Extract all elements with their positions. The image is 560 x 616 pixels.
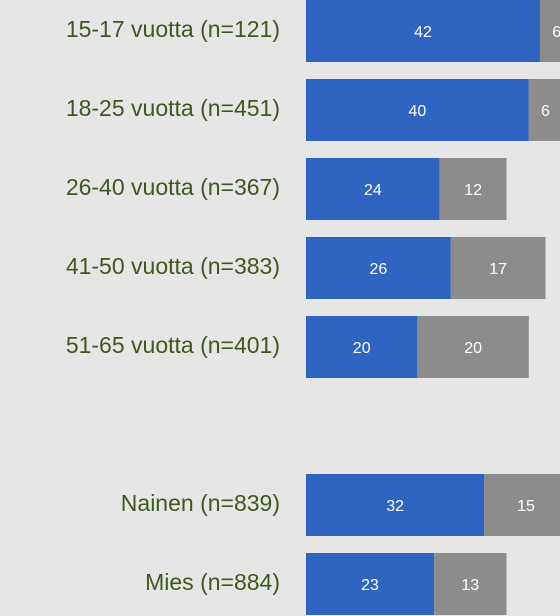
- category-label: 51-65 vuotta (n=401): [66, 332, 280, 358]
- value-label: 26: [370, 261, 388, 278]
- bar-segment: [434, 553, 507, 615]
- bar-segment: [439, 158, 507, 220]
- value-label: 15: [517, 498, 535, 515]
- bar-segment: [539, 0, 560, 62]
- category-label: 26-40 vuotta (n=367): [66, 174, 280, 200]
- category-label: 15-17 vuotta (n=121): [66, 16, 280, 42]
- value-label: 13: [461, 577, 479, 594]
- value-label: 32: [386, 498, 404, 515]
- category-label: Mies (n=884): [145, 569, 280, 595]
- value-label: 20: [464, 340, 482, 357]
- category-label: Nainen (n=839): [121, 490, 280, 516]
- bar-segment: [528, 79, 560, 141]
- value-label: 42: [414, 24, 432, 41]
- bar-segment: [306, 553, 435, 615]
- bar-segment: [306, 316, 418, 378]
- bar-segment: [306, 237, 451, 299]
- bar-segment: [306, 158, 440, 220]
- bar-segment: [484, 474, 560, 536]
- value-label: 17: [489, 261, 507, 278]
- category-label: 18-25 vuotta (n=451): [66, 95, 280, 121]
- value-label: 6: [552, 24, 560, 41]
- value-label: 23: [361, 577, 379, 594]
- bar-segment: [450, 237, 546, 299]
- bar-segment: [306, 0, 540, 62]
- category-label: 41-50 vuotta (n=383): [66, 253, 280, 279]
- bar-segment: [306, 474, 485, 536]
- value-label: 12: [464, 182, 482, 199]
- value-label: 24: [364, 182, 382, 199]
- bar-segment: [306, 79, 529, 141]
- value-label: 40: [409, 103, 427, 120]
- value-label: 20: [353, 340, 371, 357]
- value-label: 6: [541, 103, 550, 120]
- bar-segment: [417, 316, 529, 378]
